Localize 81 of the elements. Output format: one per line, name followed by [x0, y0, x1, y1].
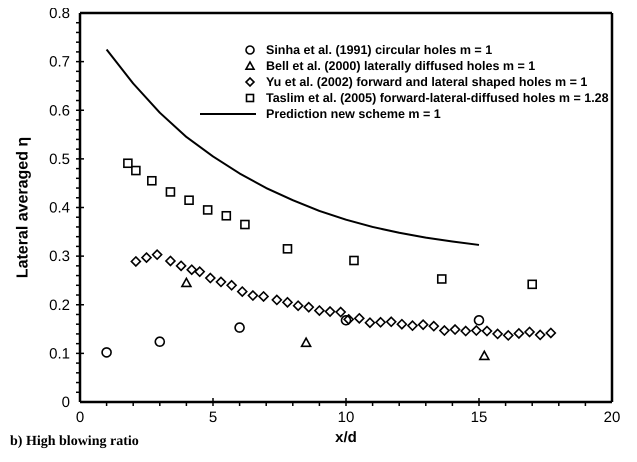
point — [471, 325, 482, 336]
point — [205, 272, 216, 284]
x-tick-label: 20 — [604, 409, 620, 426]
point — [349, 256, 359, 266]
point — [130, 256, 142, 267]
point — [282, 244, 292, 254]
y-tick-label: 0.5 — [49, 150, 70, 168]
point — [479, 350, 490, 360]
point — [314, 305, 325, 316]
point — [502, 330, 514, 341]
point — [324, 306, 336, 317]
y-tick-label: 0 — [62, 394, 70, 411]
point — [439, 325, 450, 336]
point — [123, 158, 133, 168]
point — [240, 220, 250, 230]
point — [202, 205, 212, 215]
y-tick-label: 0.6 — [49, 102, 70, 120]
point — [407, 320, 418, 331]
point — [184, 195, 194, 206]
point — [194, 266, 205, 277]
point — [222, 210, 232, 221]
point — [165, 256, 176, 266]
point — [303, 302, 314, 312]
x-tick-label: 15 — [470, 409, 488, 426]
point — [154, 336, 166, 348]
point — [282, 297, 293, 308]
point — [474, 315, 484, 326]
point — [492, 328, 503, 340]
point — [482, 326, 492, 336]
point — [152, 249, 162, 260]
text: b) High blowing ratio — [10, 434, 139, 450]
point — [428, 320, 440, 332]
point — [147, 176, 157, 186]
point — [101, 347, 112, 358]
point — [141, 252, 152, 263]
point — [546, 328, 556, 338]
point — [354, 313, 365, 324]
point — [176, 260, 186, 272]
point — [226, 280, 237, 291]
legend-label: Yu et al. (2002) forward and lateral shaped holes m = 1 — [266, 74, 588, 90]
legend-label: Prediction new scheme m = 1 — [266, 106, 441, 122]
point — [300, 337, 312, 348]
legend-label: Sinha et al. (1991) circular holes m = 1 — [266, 42, 492, 58]
point — [166, 187, 176, 197]
point — [343, 314, 354, 325]
point — [181, 278, 192, 288]
point — [450, 324, 460, 335]
point — [524, 326, 535, 338]
point — [292, 300, 304, 312]
point — [375, 316, 386, 328]
legend-label: Taslim et al. (2005) forward-lateral-diffused holes m = 1.28 — [266, 90, 609, 106]
y-axis-title: Lateral averaged η — [14, 136, 32, 278]
x-axis-title: x/d — [335, 429, 357, 446]
y-tick-label: 0.4 — [49, 200, 70, 216]
point — [460, 326, 471, 336]
point — [216, 276, 226, 288]
point — [396, 318, 408, 330]
point — [386, 316, 397, 328]
y-tick-label: 0.7 — [49, 54, 70, 71]
point — [272, 294, 282, 306]
point — [436, 274, 447, 284]
y-tick-label: 0.1 — [49, 345, 70, 362]
point — [131, 166, 141, 176]
point — [527, 280, 537, 290]
point — [364, 317, 376, 328]
point — [534, 330, 546, 340]
point — [258, 291, 269, 302]
y-tick-label: 0.3 — [49, 248, 70, 266]
point — [234, 322, 245, 333]
x-tick-label: 5 — [208, 409, 218, 426]
point — [514, 328, 524, 339]
x-tick-label: 10 — [338, 409, 354, 426]
point — [248, 290, 258, 301]
point — [340, 315, 352, 326]
point — [418, 319, 428, 330]
y-tick-label: 0.2 — [49, 296, 70, 314]
legend-label: Bell et al. (2000) laterally diffused holes m = 1 — [266, 58, 536, 74]
point — [186, 264, 198, 276]
x-tick-label: 0 — [76, 409, 84, 426]
point — [236, 286, 248, 297]
point — [335, 306, 346, 318]
